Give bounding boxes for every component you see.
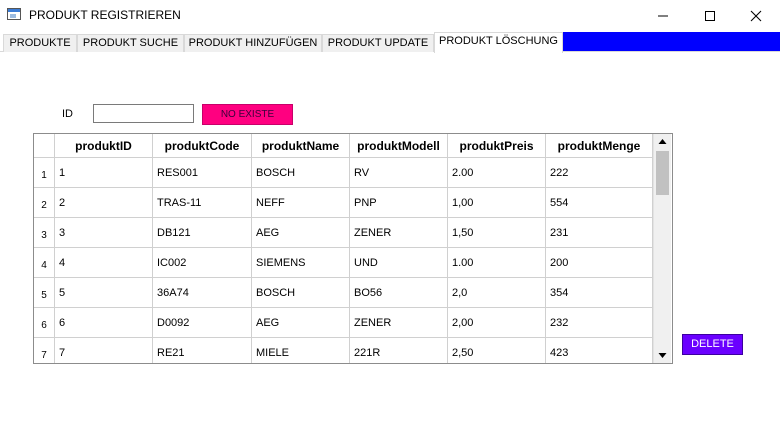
no-existe-button[interactable]: NO EXISTE xyxy=(202,104,293,125)
table-cell[interactable]: BOSCH xyxy=(252,158,350,188)
table-cell[interactable]: 423 xyxy=(546,338,653,363)
vertical-scrollbar[interactable] xyxy=(653,134,671,363)
table-cell[interactable]: D0092 xyxy=(153,308,252,338)
table-cell[interactable]: DB121 xyxy=(153,218,252,248)
table-cell[interactable]: PNP xyxy=(350,188,448,218)
column-header[interactable]: produktMenge xyxy=(546,134,653,158)
table-cell[interactable]: 2,0 xyxy=(448,278,546,308)
table-cell[interactable]: RV xyxy=(350,158,448,188)
minimize-button[interactable] xyxy=(640,0,686,32)
row-header[interactable]: 4 xyxy=(34,248,55,278)
table-cell[interactable]: 554 xyxy=(546,188,653,218)
close-button[interactable] xyxy=(733,0,779,32)
table-cell[interactable]: AEG xyxy=(252,218,350,248)
row-header[interactable]: 6 xyxy=(34,308,55,338)
tab-produkte[interactable]: PRODUKTE xyxy=(3,34,77,52)
table-cell[interactable]: 5 xyxy=(55,278,153,308)
table-cell[interactable]: 4 xyxy=(55,248,153,278)
table-cell[interactable]: 2 xyxy=(55,188,153,218)
table-cell[interactable]: BOSCH xyxy=(252,278,350,308)
table-cell[interactable]: 231 xyxy=(546,218,653,248)
table-cell[interactable]: 1,50 xyxy=(448,218,546,248)
table-cell[interactable]: 2.00 xyxy=(448,158,546,188)
row-header[interactable]: 5 xyxy=(34,278,55,308)
column-header[interactable]: produktID xyxy=(55,134,153,158)
tab-produkt-update[interactable]: PRODUKT UPDATE xyxy=(322,34,434,52)
tab-strip-filler xyxy=(563,32,780,51)
table-cell[interactable]: 200 xyxy=(546,248,653,278)
row-header[interactable]: 2 xyxy=(34,188,55,218)
table-cell[interactable]: AEG xyxy=(252,308,350,338)
table-cell[interactable]: 1,00 xyxy=(448,188,546,218)
table-cell[interactable]: MIELE xyxy=(252,338,350,363)
table-cell[interactable]: ZENER xyxy=(350,308,448,338)
produkt-grid[interactable]: produktID produktCode produktName produktMo… xyxy=(33,133,673,364)
table-cell[interactable]: RES001 xyxy=(153,158,252,188)
maximize-icon xyxy=(705,11,715,21)
table-cell[interactable]: 232 xyxy=(546,308,653,338)
table-cell[interactable]: 6 xyxy=(55,308,153,338)
table-cell[interactable]: ZENER xyxy=(350,218,448,248)
maximize-button[interactable] xyxy=(687,0,733,32)
id-input[interactable] xyxy=(93,104,194,123)
column-header[interactable]: produktPreis xyxy=(448,134,546,158)
table-cell[interactable]: 354 xyxy=(546,278,653,308)
minimize-icon xyxy=(658,15,668,17)
table-cell[interactable]: 3 xyxy=(55,218,153,248)
table-cell[interactable]: 1 xyxy=(55,158,153,188)
row-header[interactable]: 1 xyxy=(34,158,55,188)
close-icon xyxy=(750,10,762,22)
column-header[interactable]: produktCode xyxy=(153,134,252,158)
id-label: ID xyxy=(62,108,73,120)
table-cell[interactable]: RE21 xyxy=(153,338,252,363)
table-cell[interactable]: SIEMENS xyxy=(252,248,350,278)
column-header[interactable]: produktName xyxy=(252,134,350,158)
tab-produkt-hinzufuegen[interactable]: PRODUKT HINZUFÜGEN xyxy=(184,34,322,52)
column-header[interactable]: produktModell xyxy=(350,134,448,158)
window-title: PRODUKT REGISTRIEREN xyxy=(29,8,181,22)
table-cell[interactable]: BO56 xyxy=(350,278,448,308)
scroll-down-icon[interactable] xyxy=(654,346,671,363)
table-cell[interactable]: UND xyxy=(350,248,448,278)
table-cell[interactable]: 1.00 xyxy=(448,248,546,278)
tab-produkt-loeschung[interactable]: PRODUKT LÖSCHUNG xyxy=(434,32,563,53)
table-cell[interactable]: 2,50 xyxy=(448,338,546,363)
table-cell[interactable]: 222 xyxy=(546,158,653,188)
row-header[interactable]: 3 xyxy=(34,218,55,248)
row-header[interactable]: 7 xyxy=(34,338,55,363)
scrollbar-thumb[interactable] xyxy=(656,151,669,195)
table-cell[interactable]: TRAS-11 xyxy=(153,188,252,218)
table-cell[interactable]: 221R xyxy=(350,338,448,363)
title-bar: PRODUKT REGISTRIEREN xyxy=(0,0,780,32)
table-cell[interactable]: 2,00 xyxy=(448,308,546,338)
scroll-up-icon[interactable] xyxy=(654,134,671,151)
table-cell[interactable]: 7 xyxy=(55,338,153,363)
tab-produkt-suche[interactable]: PRODUKT SUCHE xyxy=(77,34,184,52)
table-cell[interactable]: 36A74 xyxy=(153,278,252,308)
delete-button[interactable]: DELETE xyxy=(682,334,743,355)
grid-corner xyxy=(34,134,55,158)
table-cell[interactable]: NEFF xyxy=(252,188,350,218)
table-cell[interactable]: IC002 xyxy=(153,248,252,278)
app-window-icon xyxy=(7,8,21,20)
